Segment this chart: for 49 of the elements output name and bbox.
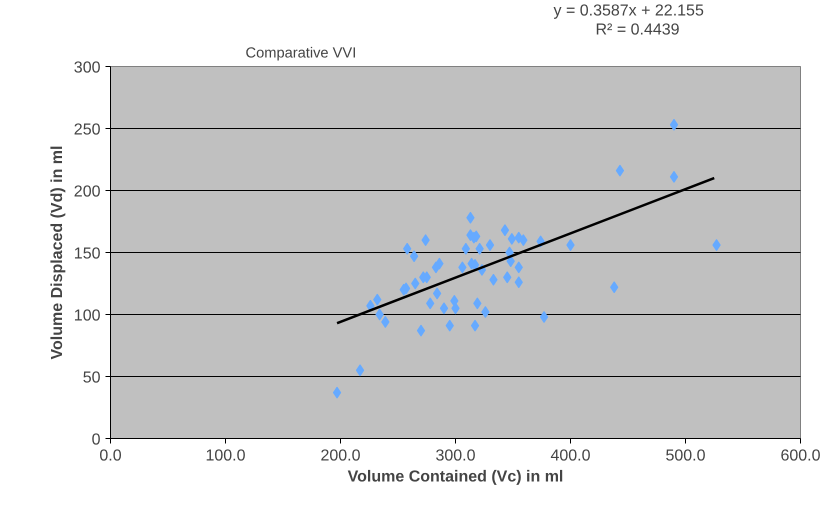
point — [356, 364, 364, 376]
point — [475, 242, 484, 255]
point — [432, 287, 442, 300]
point — [508, 232, 516, 245]
point — [566, 239, 575, 252]
point — [440, 302, 448, 314]
x-tick-label: 100.0 — [205, 448, 246, 464]
point — [616, 164, 624, 177]
point — [435, 258, 444, 270]
y-axis-title: Volume Displaced (Vd) in ml — [48, 146, 66, 360]
point — [411, 278, 420, 290]
point — [670, 170, 678, 183]
x-axis-title: Volume Contained (Vc) in ml — [348, 468, 564, 486]
point — [462, 242, 470, 255]
y-tick-label: 100 — [74, 308, 101, 324]
x-tick-label: 300.0 — [435, 448, 476, 464]
point — [470, 320, 480, 332]
y-tick-label: 200 — [74, 184, 101, 200]
text: y = 0.3587x + 22.155 — [554, 2, 704, 20]
x-tick-label: 200.0 — [320, 448, 361, 464]
point — [489, 274, 498, 286]
x-tick-label: 500.0 — [665, 448, 706, 464]
point — [466, 212, 475, 224]
point — [421, 234, 430, 246]
point — [332, 386, 342, 399]
point — [486, 239, 494, 252]
x-tick-label: 600.0 — [780, 448, 821, 464]
point — [670, 118, 678, 131]
point — [540, 310, 548, 323]
point — [451, 302, 460, 314]
point — [519, 234, 528, 246]
y-tick-label: 50 — [82, 370, 101, 386]
point — [500, 224, 510, 236]
y-tick-label: 0 — [92, 432, 101, 448]
point — [381, 316, 390, 328]
point — [458, 261, 467, 274]
point — [481, 306, 490, 318]
x-tick-label: 0.0 — [99, 448, 122, 464]
y-tick-label: 150 — [74, 246, 101, 262]
text: R² = 0.4439 — [596, 22, 680, 38]
y-tick-label: 250 — [74, 122, 101, 138]
point — [712, 239, 721, 252]
point — [473, 297, 482, 310]
chart-title: Comparative VVI — [246, 46, 356, 62]
point — [416, 324, 426, 337]
point — [410, 250, 418, 262]
point — [375, 308, 384, 320]
y-tick-label: 300 — [74, 60, 101, 76]
x-tick-label: 400.0 — [550, 448, 591, 464]
